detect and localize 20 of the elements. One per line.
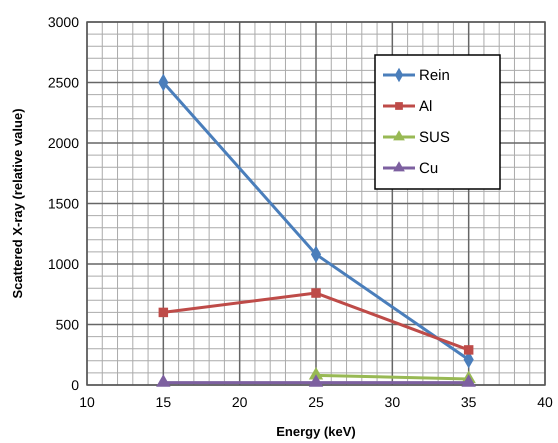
x-tick-label: 10	[79, 394, 95, 410]
x-tick-label: 15	[156, 394, 172, 410]
x-tick-label: 20	[232, 394, 248, 410]
legend-label: SUS	[419, 129, 450, 146]
y-tick-label: 3000	[48, 14, 80, 30]
x-tick-label: 30	[384, 394, 400, 410]
x-axis-title: Energy (keV)	[276, 424, 356, 439]
legend-label: Rein	[419, 67, 450, 84]
y-tick-label: 2500	[48, 74, 80, 90]
x-tick-label: 25	[308, 394, 324, 410]
y-tick-label: 0	[71, 377, 80, 393]
legend-label: Cu	[419, 160, 438, 177]
x-tick-label: 40	[537, 394, 553, 410]
legend-label: Al	[419, 98, 432, 115]
x-tick-label: 35	[460, 394, 477, 410]
y-tick-label: 2000	[48, 135, 80, 151]
y-axis-title: Scattered X-ray (relative value)	[10, 108, 25, 299]
y-tick-label: 1000	[48, 256, 80, 272]
y-tick-label: 500	[56, 316, 80, 332]
y-tick-label: 1500	[48, 196, 80, 212]
